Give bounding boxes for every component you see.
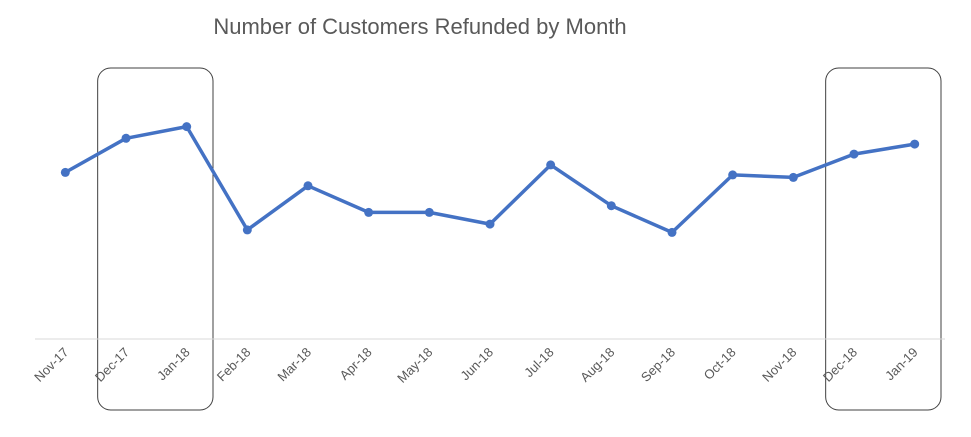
series-line: [63, 124, 917, 235]
x-tick-label: Aug-18: [577, 345, 617, 385]
x-tick-label: Apr-18: [337, 345, 375, 383]
data-point: [788, 172, 798, 182]
x-tick-label: Jun-18: [457, 345, 496, 384]
data-point: [121, 133, 131, 143]
x-tick-label: Jan-18: [154, 345, 193, 384]
x-tick-label: Mar-18: [274, 345, 314, 385]
data-point: [667, 227, 677, 237]
x-tick-label: Sep-18: [638, 345, 678, 385]
x-tick-label: Nov-18: [759, 345, 799, 385]
data-point: [364, 207, 374, 217]
highlight-box: [825, 67, 942, 411]
x-tick-label: Jul-18: [521, 345, 557, 381]
series-group: [60, 122, 920, 237]
data-point: [303, 181, 313, 191]
data-point: [546, 160, 556, 170]
x-tick-label: May-18: [394, 345, 435, 386]
data-point: [182, 122, 192, 132]
data-point: [606, 201, 616, 211]
x-tick-label: Oct-18: [701, 345, 739, 383]
x-tick-label: Jan-19: [882, 345, 921, 384]
data-point: [242, 225, 252, 235]
data-point: [485, 219, 495, 229]
data-point: [60, 167, 70, 177]
x-axis-tick-labels: Nov-17 Dec-17 Jan-18 Feb-18 Mar-18 Apr-18 May-…: [31, 345, 921, 386]
x-tick-label: Feb-18: [214, 345, 254, 385]
data-point: [910, 139, 920, 149]
highlight-boxes: [97, 67, 942, 411]
highlight-box: [97, 67, 214, 411]
x-tick-label: Nov-17: [31, 345, 71, 385]
data-point: [728, 170, 738, 180]
data-point: [424, 207, 434, 217]
chart-title: Number of Customers Refunded by Month: [213, 14, 626, 39]
data-point: [849, 149, 859, 159]
